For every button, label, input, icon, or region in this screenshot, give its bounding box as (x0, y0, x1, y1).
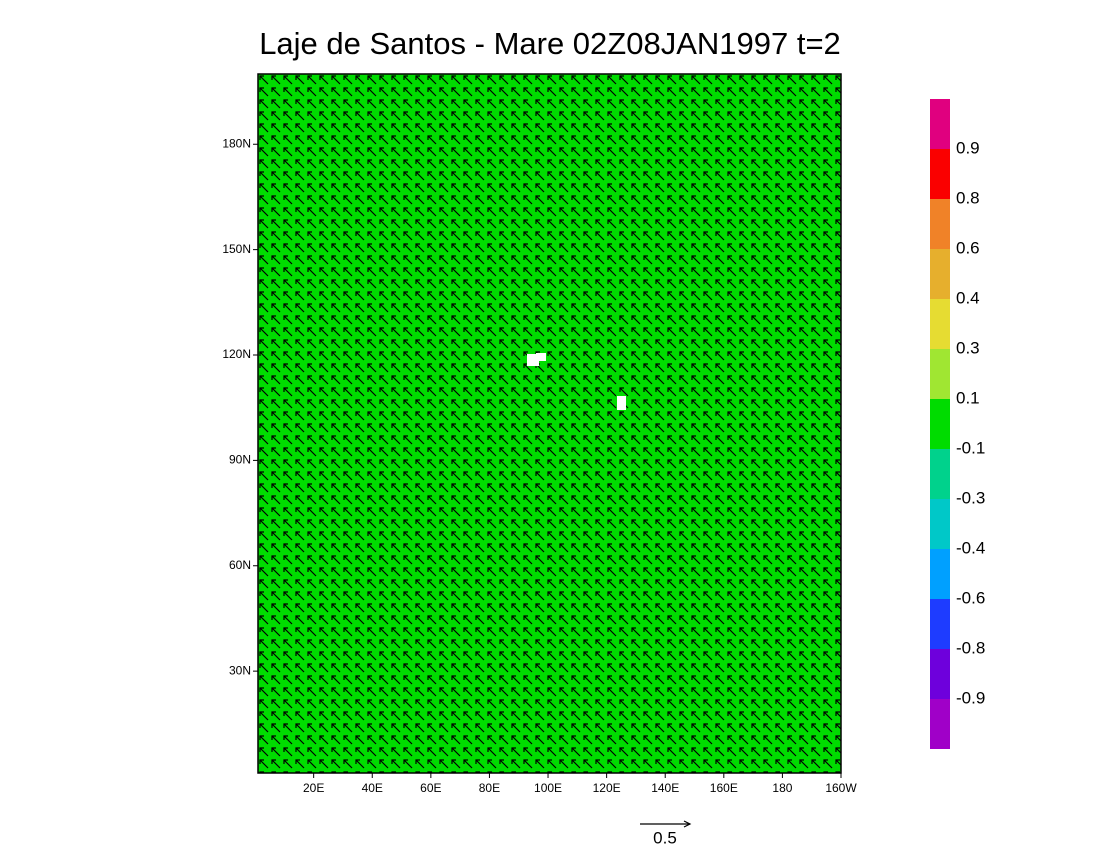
colorbar-label: -0.8 (956, 638, 985, 657)
x-tick-label: 140E (651, 781, 679, 795)
chart-title: Laje de Santos - Mare 02Z08JAN1997 t=2 (259, 26, 841, 61)
colorbar-box (930, 549, 950, 599)
colorbar-label: -0.4 (956, 538, 985, 557)
x-tick-label: 100E (534, 781, 562, 795)
colorbar-label: -0.1 (956, 438, 985, 457)
missing-cell (617, 396, 626, 410)
colorbar-box (930, 499, 950, 549)
missing-cell (536, 353, 546, 361)
y-tick-label: 90N (229, 453, 251, 467)
colorbar-label: 0.4 (956, 288, 980, 307)
plot-frame (257, 73, 842, 774)
x-tick-label: 80E (479, 781, 500, 795)
y-tick-label: 60N (229, 558, 251, 572)
x-tick-label: 160E (710, 781, 738, 795)
x-tick-label: 40E (362, 781, 383, 795)
colorbar-label: 0.1 (956, 388, 980, 407)
colorbar-label: -0.9 (956, 688, 985, 707)
x-tick-label: 120E (593, 781, 621, 795)
y-tick-label: 180N (222, 136, 251, 150)
colorbar-label: 0.6 (956, 238, 980, 257)
colorbar-box (930, 99, 950, 149)
colorbar-box (930, 599, 950, 649)
vector-scale-label: 0.5 (653, 828, 677, 847)
colorbar-box (930, 649, 950, 699)
x-tick-label: 160W (825, 781, 857, 795)
colorbar-label: -0.6 (956, 588, 985, 607)
colorbar-box (930, 349, 950, 399)
vector-arrows (258, 74, 841, 773)
colorbar-box (930, 249, 950, 299)
colorbar-box (930, 449, 950, 499)
y-tick-label: 30N (229, 663, 251, 677)
x-tick-label: 20E (303, 781, 324, 795)
x-tick-label: 180 (772, 781, 792, 795)
colorbar-box (930, 199, 950, 249)
colorbar-box (930, 699, 950, 749)
colorbar-box (930, 149, 950, 199)
colorbar-box (930, 399, 950, 449)
colorbar-box (930, 299, 950, 349)
y-tick-label: 150N (222, 242, 251, 256)
colorbar-label: 0.8 (956, 188, 980, 207)
colorbar-label: 0.3 (956, 338, 980, 357)
x-tick-label: 60E (420, 781, 441, 795)
y-tick-label: 120N (222, 347, 251, 361)
colorbar-label: 0.9 (956, 138, 980, 157)
colorbar-label: -0.3 (956, 488, 985, 507)
vector-scale-head (683, 820, 692, 828)
